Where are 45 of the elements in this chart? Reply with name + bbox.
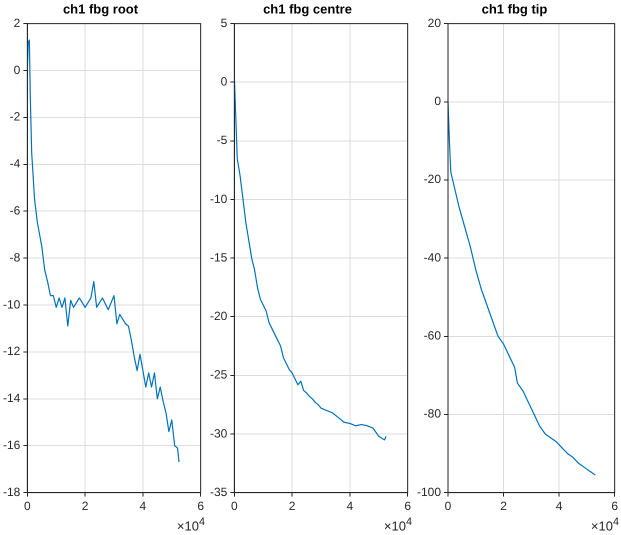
y-tick-label: -8 xyxy=(10,250,21,264)
text: ×10$^{4}$ xyxy=(384,516,412,533)
y-tick-label: -14 xyxy=(3,391,21,406)
chart-title: ch1 fbg centre xyxy=(263,1,352,16)
y-tick-label: -20 xyxy=(210,309,228,324)
x-tick-label: 4 xyxy=(556,499,563,514)
chart-title: ch1 fbg root xyxy=(62,1,139,16)
y-tick-label: 0 xyxy=(220,74,228,89)
y-tick-label: -2 xyxy=(10,110,21,124)
y-tick-label: 0 xyxy=(14,62,21,77)
y-tick-label: -35 xyxy=(210,484,228,499)
x-tick-label: 2 xyxy=(82,499,89,514)
y-tick-label: -5 xyxy=(216,133,228,148)
y-tick-label: -25 xyxy=(210,368,228,382)
y-tick-label: -15 xyxy=(210,250,228,264)
y-tick-label: 0 xyxy=(434,94,442,108)
y-tick-label: -20 xyxy=(424,172,442,186)
x-tick-label: 2 xyxy=(288,499,296,514)
y-tick-label: -6 xyxy=(10,204,21,218)
x-tick-label: 4 xyxy=(140,499,147,514)
y-tick-label: -80 xyxy=(424,406,442,421)
x-tick-label: 6 xyxy=(197,499,204,514)
y-tick-label: 20 xyxy=(428,16,442,30)
y-tick-label: -16 xyxy=(3,438,21,452)
x-tick-label: 6 xyxy=(404,499,412,514)
y-tick-label: -4 xyxy=(10,156,21,171)
text: ×10$^{4}$ xyxy=(176,516,205,533)
y-tick-label: -18 xyxy=(3,484,21,499)
y-tick-label: -100 xyxy=(416,484,442,499)
x-tick-label: 4 xyxy=(346,499,354,514)
y-tick-label: -10 xyxy=(3,297,21,312)
x-tick-label: 2 xyxy=(500,499,508,514)
text: ×10$^{4}$ xyxy=(590,516,619,533)
x-tick-label: 0 xyxy=(231,499,238,514)
y-tick-label: -40 xyxy=(424,250,442,264)
y-tick-label: 5 xyxy=(220,16,228,30)
y-tick-label: 2 xyxy=(14,16,21,30)
x-tick-label: 0 xyxy=(444,499,452,514)
x-tick-label: 6 xyxy=(611,499,618,514)
y-tick-label: -60 xyxy=(424,328,442,343)
y-tick-label: -10 xyxy=(210,192,228,206)
y-tick-label: -12 xyxy=(3,344,21,358)
x-tick-label: 0 xyxy=(24,499,31,514)
y-tick-label: -30 xyxy=(210,426,228,440)
chart-title: ch1 fbg tip xyxy=(482,1,548,16)
